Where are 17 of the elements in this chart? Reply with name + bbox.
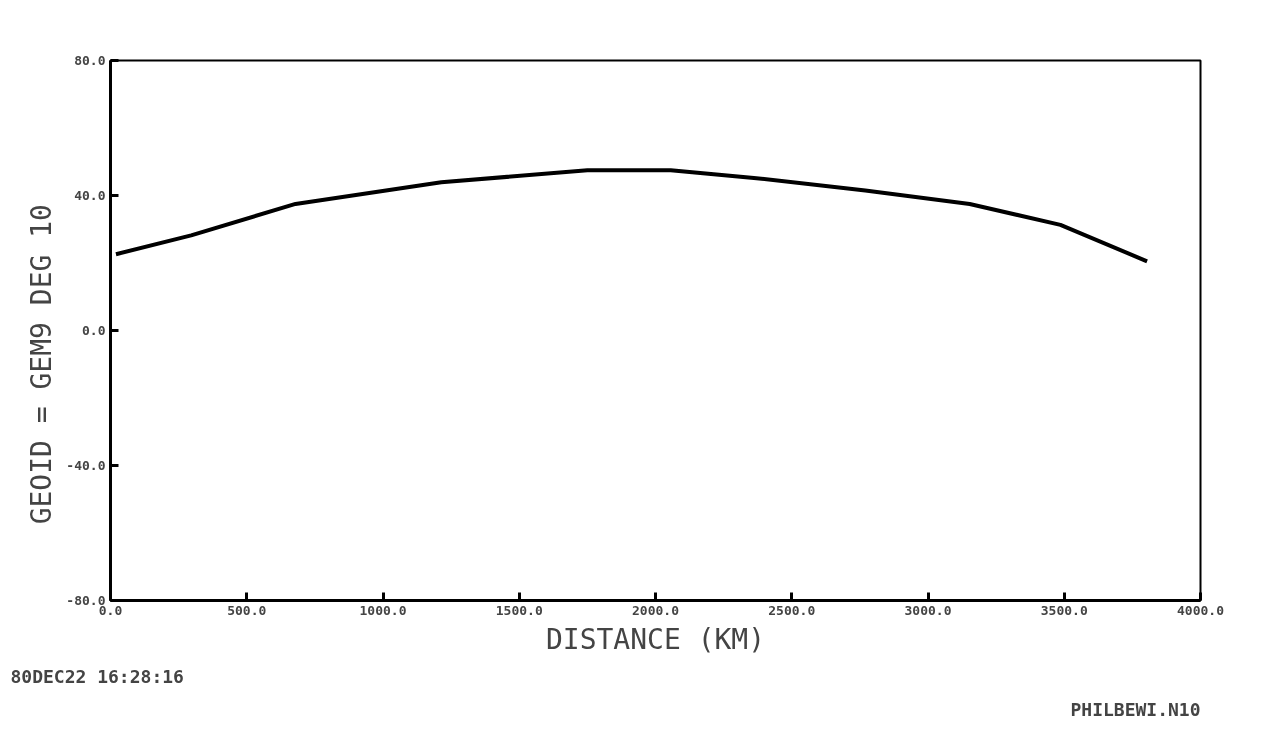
- x-tick-label: 1000.0: [359, 602, 407, 618]
- x-tick-label: 2000.0: [632, 602, 680, 618]
- x-tick-label: 500.0: [227, 602, 267, 618]
- y-tick-label: 0.0: [82, 323, 106, 338]
- y-axis-title: GEOID = GEM9 DEG 10: [25, 204, 59, 525]
- y-tick-label: 80.0: [74, 53, 106, 68]
- text: 80DEC22 16:28:16: [10, 665, 184, 687]
- x-tick-label: 1500.0: [495, 602, 543, 618]
- x-tick-label: 3000.0: [904, 602, 952, 618]
- text: PHILBEWI.N10: [1070, 698, 1201, 720]
- line-series: [113, 168, 1150, 264]
- x-tick-label: 2500.0: [768, 602, 816, 618]
- x-axis-title: DISTANCE (KM): [545, 622, 766, 656]
- x-tick-label: 4000.0: [1177, 602, 1225, 618]
- x-tick-label: 3500.0: [1040, 602, 1088, 618]
- y-tick-label: -40.0: [66, 458, 106, 473]
- y-tick-label: 40.0: [74, 188, 106, 203]
